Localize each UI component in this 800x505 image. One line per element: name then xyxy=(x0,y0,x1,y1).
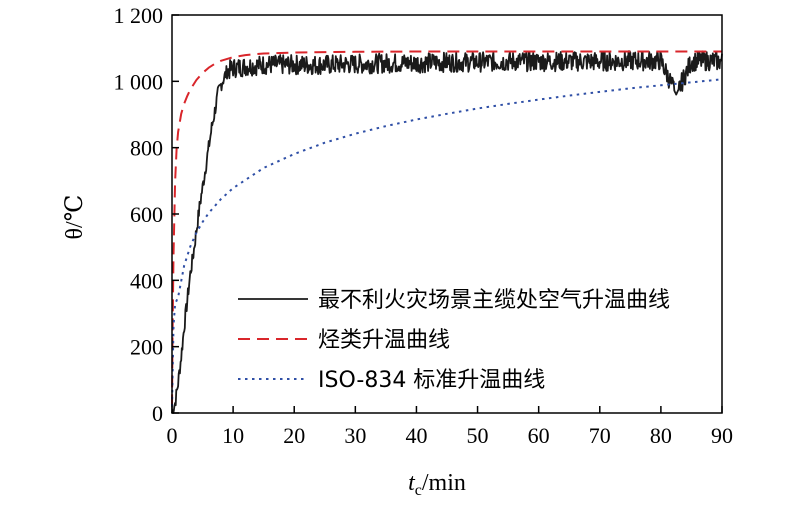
x-tick-label: 40 xyxy=(405,423,427,448)
x-axis-title-unit: /min xyxy=(422,470,466,496)
x-tick-label: 20 xyxy=(283,423,305,448)
plot-area: 0 10 20 30 40 50 60 70 80 90 0 200 400 600 800 1 000 1 … xyxy=(114,3,734,448)
series-line-3 xyxy=(171,78,723,407)
x-axis-title: tc/min xyxy=(408,470,466,499)
y-tick-label: 800 xyxy=(130,136,163,161)
series-layer xyxy=(171,50,723,414)
y-tick-label: 200 xyxy=(130,335,163,360)
x-tick-label: 60 xyxy=(528,423,550,448)
series-line-1 xyxy=(171,50,723,414)
x-tick-label: 80 xyxy=(650,423,672,448)
y-tick-label: 1 200 xyxy=(114,3,164,28)
legend-label-2: 烃类升温曲线 xyxy=(318,328,450,353)
legend-label-3: ISO-834 标准升温曲线 xyxy=(318,368,545,393)
series-line-2 xyxy=(171,50,722,407)
y-tick-label: 400 xyxy=(130,268,163,293)
x-axis-title-main: t xyxy=(408,470,416,496)
plot-frame xyxy=(171,14,723,414)
x-tick-label: 70 xyxy=(589,423,611,448)
y-axis: 0 200 400 600 800 1 000 1 200 xyxy=(114,3,179,426)
y-tick-label: 1 000 xyxy=(114,69,164,94)
y-axis-title: θ/℃ xyxy=(62,194,88,239)
x-tick-label: 0 xyxy=(167,423,178,448)
x-tick-label: 30 xyxy=(344,423,366,448)
x-tick-label: 50 xyxy=(467,423,489,448)
x-tick-label: 10 xyxy=(222,423,244,448)
x-axis: 0 10 20 30 40 50 60 70 80 90 xyxy=(167,406,733,448)
x-tick-label: 90 xyxy=(711,423,733,448)
y-tick-label: 600 xyxy=(130,202,163,227)
legend-label-1: 最不利火灾场景主缆处空气升温曲线 xyxy=(318,288,670,313)
y-tick-label: 0 xyxy=(152,401,163,426)
x-axis-title-subscript: c xyxy=(415,482,422,499)
